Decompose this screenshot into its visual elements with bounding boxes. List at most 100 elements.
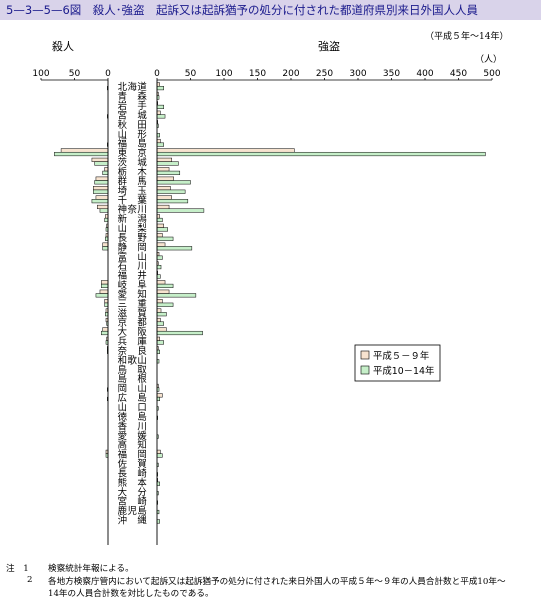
murder-bar-h10-14 bbox=[102, 246, 109, 251]
right-tick-label: 300 bbox=[349, 69, 366, 79]
prefecture-label: 鹿児島 bbox=[118, 505, 148, 517]
murder-bar-h10-14 bbox=[95, 293, 109, 298]
murder-bar-h10-14 bbox=[101, 330, 109, 336]
prefecture-label: 愛 知 bbox=[118, 288, 148, 300]
robbery-bar-h10-14 bbox=[156, 199, 189, 204]
robbery-bar-h10-14 bbox=[156, 161, 179, 166]
murder-bar-h10-14 bbox=[104, 302, 109, 307]
robbery-bar-h10-14 bbox=[156, 330, 203, 336]
prefecture-label: 富 山 bbox=[118, 251, 148, 263]
note-1-text: 検察統計年報による。 bbox=[48, 564, 134, 574]
prefecture-label: 佐 賀 bbox=[118, 458, 148, 470]
robbery-bar-h10-14 bbox=[156, 321, 164, 326]
left-tick-label: 0 bbox=[105, 69, 111, 79]
robbery-bar-h10-14 bbox=[156, 86, 164, 91]
murder-bar-h5-9 bbox=[95, 176, 109, 181]
prefecture-label: 沖 縄 bbox=[118, 515, 148, 527]
prefecture-label: 埼 玉 bbox=[118, 185, 148, 197]
prefecture-label: 大 分 bbox=[118, 486, 148, 498]
prefecture-label: 青 森 bbox=[118, 91, 148, 103]
prefecture-label: 三 重 bbox=[118, 298, 148, 310]
robbery-bar-h5-9 bbox=[156, 317, 161, 323]
robbery-bar-h5-9 bbox=[156, 393, 163, 398]
murder-bar-h10-14 bbox=[94, 180, 109, 185]
murder-bar-h10-14 bbox=[101, 283, 109, 288]
prefecture-label: 大 阪 bbox=[118, 326, 148, 338]
murder-bar-h5-9 bbox=[95, 195, 109, 200]
note-1-mark: 注 1 bbox=[6, 564, 29, 574]
prefecture-label: 宮 崎 bbox=[118, 496, 148, 508]
left-tick-label: 100 bbox=[32, 69, 49, 79]
robbery-bar-h5-9 bbox=[156, 148, 295, 153]
prefecture-label: 京 都 bbox=[118, 317, 148, 329]
right-panel-label: 強盗 bbox=[318, 40, 340, 53]
murder-bar-h10-14 bbox=[93, 189, 109, 194]
right-tick-label: 50 bbox=[185, 69, 197, 79]
robbery-bar-h10-14 bbox=[156, 340, 164, 345]
prefecture-label: 愛 媛 bbox=[118, 430, 148, 442]
robbery-bar-h5-9 bbox=[156, 280, 166, 285]
robbery-bar-h5-9 bbox=[156, 186, 171, 191]
robbery-bar-h5-9 bbox=[156, 308, 162, 313]
robbery-bar-h5-9 bbox=[156, 157, 172, 162]
right-tick-label: 250 bbox=[316, 69, 333, 79]
right-tick-label: 350 bbox=[383, 69, 400, 79]
robbery-bar-h5-9 bbox=[156, 167, 170, 172]
robbery-bar-h10-14 bbox=[156, 246, 193, 251]
legend-swatch-h10-14 bbox=[360, 365, 370, 375]
figure-title: 5—3—5—6図 殺人･強盗 起訴又は起訴猶予の処分に付された都道府県別来日外国… bbox=[6, 3, 479, 17]
robbery-bar-h5-9 bbox=[156, 195, 172, 200]
robbery-bar-h5-9 bbox=[156, 233, 163, 238]
note-2-text: 各地方検察庁管内において起訴又は起訴猶予の処分に付された来日外国人の平成５年～９… bbox=[48, 577, 506, 587]
prefecture-label: 島 根 bbox=[118, 373, 148, 385]
prefecture-label: 長 崎 bbox=[118, 467, 148, 479]
robbery-bar-h5-9 bbox=[156, 449, 161, 454]
prefecture-label: 福 井 bbox=[118, 270, 148, 282]
robbery-bar-h10-14 bbox=[156, 283, 174, 288]
prefecture-label: 千 葉 bbox=[118, 194, 148, 206]
robbery-bar-h10-14 bbox=[156, 114, 166, 119]
murder-bar-h5-9 bbox=[60, 148, 109, 153]
robbery-bar-h5-9 bbox=[156, 299, 163, 304]
prefecture-label: 香 川 bbox=[118, 421, 148, 432]
murder-bar-h10-14 bbox=[54, 151, 109, 157]
note-2-text-cont: 14年の人員合計数を対比したものである。 bbox=[48, 589, 214, 599]
murder-bar-h5-9 bbox=[104, 167, 109, 172]
prefecture-label: 鳥 取 bbox=[118, 364, 148, 376]
robbery-bar-h5-9 bbox=[156, 176, 174, 181]
prefecture-label: 高 知 bbox=[118, 439, 148, 451]
robbery-bar-h10-14 bbox=[156, 236, 174, 241]
murder-bar-h5-9 bbox=[93, 186, 109, 191]
right-tick-label: 200 bbox=[282, 69, 299, 79]
robbery-bar-h10-14 bbox=[156, 453, 163, 458]
legend-label-h5-9: 平成５－９年 bbox=[373, 350, 429, 362]
prefecture-label: 長 野 bbox=[118, 233, 148, 244]
prefecture-label: 秋 田 bbox=[118, 119, 148, 131]
murder-bar-h10-14 bbox=[102, 170, 109, 175]
robbery-bar-h10-14 bbox=[156, 104, 164, 109]
robbery-bar-h10-14 bbox=[156, 151, 486, 157]
robbery-bar-h5-9 bbox=[156, 242, 166, 247]
robbery-bar-h5-9 bbox=[156, 223, 164, 228]
prefecture-label: 神奈川 bbox=[118, 204, 148, 216]
left-tick-label: 50 bbox=[69, 69, 81, 79]
murder-bar-h5-9 bbox=[102, 242, 109, 247]
legend-label-h10-14: 平成10－14年 bbox=[373, 365, 434, 377]
period-note: （平成５年～14年） bbox=[425, 30, 508, 42]
prefecture-label: 石 川 bbox=[118, 261, 148, 272]
prefecture-label: 岩 手 bbox=[118, 100, 148, 112]
right-tick-label: 500 bbox=[483, 69, 500, 79]
robbery-bar-h10-14 bbox=[156, 312, 167, 317]
legend-swatch-h5-9 bbox=[360, 350, 370, 360]
prefecture-label: 和歌山 bbox=[118, 354, 148, 366]
murder-bar-h5-9 bbox=[97, 204, 109, 210]
robbery-bar-h10-14 bbox=[156, 227, 168, 232]
left-panel-label: 殺人 bbox=[52, 39, 74, 53]
prefecture-label: 岐 阜 bbox=[118, 279, 148, 291]
robbery-bar-h10-14 bbox=[156, 180, 191, 185]
robbery-bar-h10-14 bbox=[156, 274, 161, 279]
robbery-bar-h10-14 bbox=[156, 265, 162, 270]
prefecture-label: 東 京 bbox=[118, 147, 148, 159]
unit-label: （人） bbox=[475, 54, 502, 65]
